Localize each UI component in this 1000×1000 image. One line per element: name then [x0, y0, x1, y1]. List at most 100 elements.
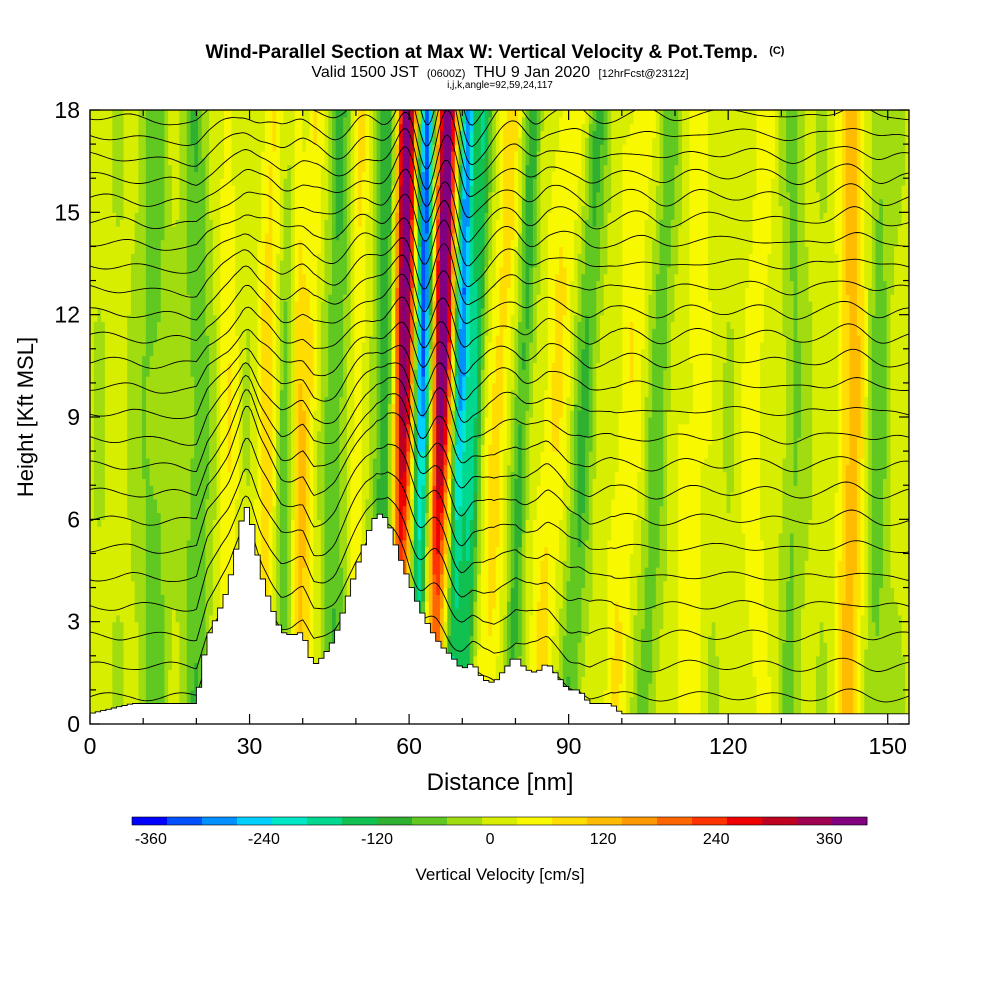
- velocity-cell: [458, 410, 463, 459]
- velocity-cell: [447, 396, 452, 425]
- potential-temperature-contours: [90, 110, 909, 703]
- velocity-cell: [443, 587, 448, 623]
- velocity-cell: [171, 608, 177, 724]
- velocity-cell: [339, 396, 344, 568]
- velocity-cell: [343, 294, 348, 711]
- velocity-cell: [499, 110, 504, 268]
- velocity-cell: [454, 110, 460, 145]
- velocity-cell: [533, 110, 538, 179]
- velocity-cell: [607, 110, 612, 213]
- velocity-cell: [663, 369, 668, 582]
- velocity-cell: [436, 301, 441, 350]
- velocity-cell: [525, 328, 530, 411]
- velocity-cell: [581, 512, 586, 589]
- velocity-cell: [674, 110, 679, 166]
- chart-title-text: Wind-Parallel Section at Max W: Vertical…: [206, 42, 758, 63]
- velocity-cell: [879, 587, 884, 724]
- velocity-cell: [484, 266, 489, 336]
- velocity-cell: [432, 301, 437, 343]
- velocity-cell: [592, 478, 597, 724]
- velocity-cell: [506, 287, 512, 370]
- velocity-cell: [331, 110, 337, 609]
- velocity-cell: [276, 430, 281, 724]
- velocity-cell: [871, 621, 877, 724]
- velocity-cell: [704, 457, 709, 724]
- velocity-cell: [447, 341, 452, 370]
- velocity-cell: [372, 110, 378, 459]
- velocity-cell: [443, 417, 448, 445]
- velocity-cell: [529, 266, 534, 343]
- velocity-cell: [577, 410, 582, 548]
- velocity-cell: [436, 144, 441, 186]
- velocity-cell: [458, 130, 463, 166]
- velocity-cell: [413, 321, 419, 370]
- velocity-cell: [823, 110, 828, 213]
- velocity-cell: [853, 573, 858, 724]
- velocity-cell: [134, 110, 139, 213]
- colorbar-label: Vertical Velocity [cm/s]: [415, 865, 584, 884]
- velocity-cell: [804, 246, 810, 561]
- x-tick-label: 150: [869, 733, 907, 759]
- velocity-cell: [171, 225, 177, 609]
- velocity-cell: [648, 294, 653, 418]
- y-tick-label: 12: [54, 302, 80, 328]
- velocity-cell: [559, 608, 564, 691]
- velocity-cell: [551, 451, 556, 636]
- colorbar-swatch: [412, 817, 448, 825]
- velocity-cell: [652, 608, 657, 724]
- colorbar-swatch: [797, 817, 833, 825]
- velocity-cell: [655, 185, 661, 275]
- velocity-cell: [101, 321, 106, 520]
- velocity-cell: [417, 110, 422, 125]
- velocity-cell: [421, 560, 426, 602]
- velocity-cell: [559, 417, 564, 520]
- velocity-cell: [707, 301, 713, 445]
- velocity-cell: [596, 280, 601, 364]
- velocity-cell: [451, 314, 456, 350]
- velocity-cell: [279, 110, 285, 125]
- velocity-cell: [175, 621, 180, 724]
- velocity-cell: [864, 648, 869, 724]
- velocity-cell: [421, 376, 426, 418]
- velocity-cell: [752, 198, 757, 677]
- velocity-cell: [183, 110, 188, 724]
- velocity-cell: [488, 444, 493, 636]
- velocity-cell: [663, 110, 668, 370]
- velocity-cell: [551, 110, 556, 172]
- velocity-cell: [585, 635, 590, 724]
- velocity-cell: [510, 389, 515, 473]
- velocity-cell: [369, 335, 374, 582]
- velocity-cell: [283, 301, 288, 630]
- subtitle-date: THU 9 Jan 2020: [474, 64, 591, 81]
- velocity-cell: [134, 212, 139, 623]
- velocity-cell: [417, 539, 422, 602]
- chart-subtitle-indices: i,j,k,angle=92,59,24,117: [447, 80, 553, 91]
- velocity-cell: [436, 498, 441, 555]
- velocity-cell: [495, 219, 501, 336]
- velocity-cell: [793, 110, 798, 486]
- subtitle-forecast: [12hrFcst@2312z]: [599, 68, 689, 80]
- colorbar-swatch: [447, 817, 483, 825]
- velocity-cell: [562, 110, 568, 268]
- velocity-cell: [454, 444, 460, 520]
- velocity-cell: [748, 110, 754, 254]
- velocity-cell: [458, 287, 463, 329]
- velocity-cell: [789, 110, 795, 282]
- velocity-cell: [704, 110, 709, 459]
- velocity-cell: [142, 355, 147, 479]
- velocity-cell: [380, 110, 385, 724]
- velocity-cell: [477, 110, 482, 364]
- velocity-cell: [815, 110, 821, 193]
- velocity-cell: [145, 376, 151, 459]
- theta-contour-line: [90, 254, 909, 325]
- velocity-cell: [614, 471, 620, 602]
- velocity-cell: [473, 546, 478, 602]
- velocity-cell: [771, 110, 776, 179]
- velocity-cell: [466, 376, 471, 561]
- velocity-cell: [212, 110, 218, 316]
- velocity-cell: [864, 110, 869, 288]
- velocity-cell: [451, 376, 456, 411]
- terrain-mask: [90, 506, 909, 724]
- velocity-cell: [361, 110, 367, 172]
- velocity-cell: [451, 444, 456, 479]
